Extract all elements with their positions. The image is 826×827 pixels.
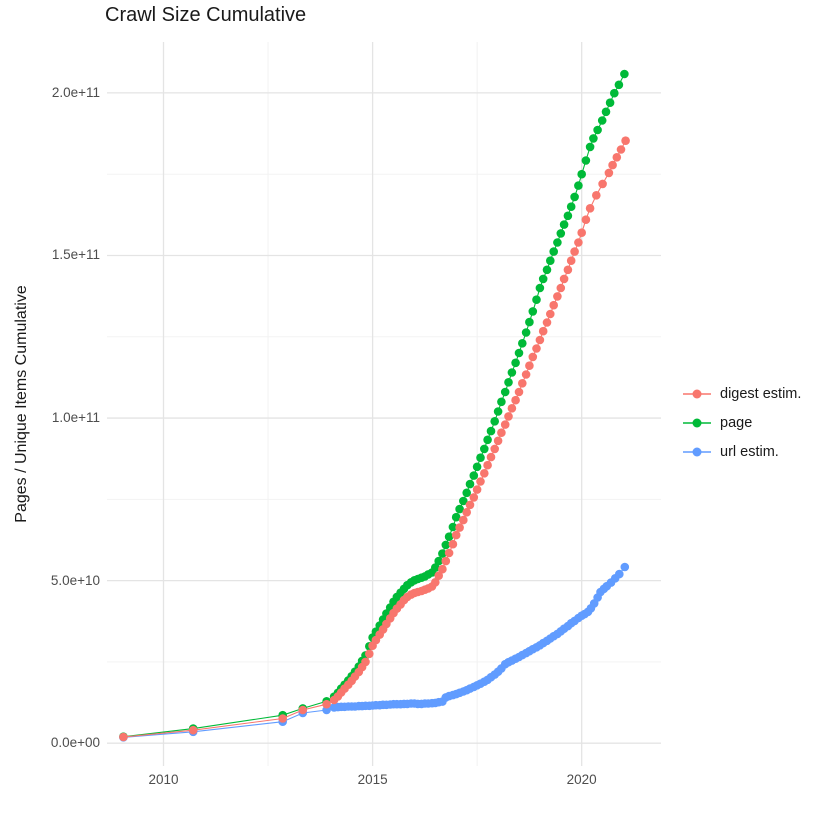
- series-url-estim-: [119, 562, 630, 742]
- y-tick-label: 1.5e+11: [51, 247, 100, 263]
- series-digest-estim-: [119, 136, 630, 742]
- y-tick-label: 1.0e+11: [51, 410, 100, 426]
- legend: digest estim. page url estim.: [682, 379, 801, 466]
- legend-label-url: url estim.: [720, 443, 779, 460]
- grid-major: [107, 42, 661, 766]
- y-axis-title: Pages / Unique Items Cumulative: [13, 285, 30, 523]
- x-tick-label: 2015: [357, 772, 388, 787]
- legend-label-digest: digest estim.: [720, 385, 802, 402]
- x-tick-label: 2020: [566, 772, 597, 787]
- chart-title: Crawl Size Cumulative: [105, 4, 307, 26]
- legend-key-digest-icon: [683, 389, 711, 398]
- legend-item-url: url estim.: [682, 437, 801, 466]
- x-tick-label: 2010: [148, 772, 179, 787]
- y-tick-label: 0.0e+00: [50, 735, 100, 751]
- legend-item-digest: digest estim.: [682, 379, 801, 408]
- legend-key-page-icon: [683, 418, 711, 427]
- legend-key-url-icon: [683, 447, 711, 456]
- y-tick-label: 2.0e+11: [51, 84, 100, 100]
- legend-label-page: page: [720, 414, 753, 431]
- grid-minor: [107, 42, 661, 766]
- legend-item-page: page: [682, 408, 801, 437]
- y-tick-label: 5.0e+10: [50, 572, 100, 588]
